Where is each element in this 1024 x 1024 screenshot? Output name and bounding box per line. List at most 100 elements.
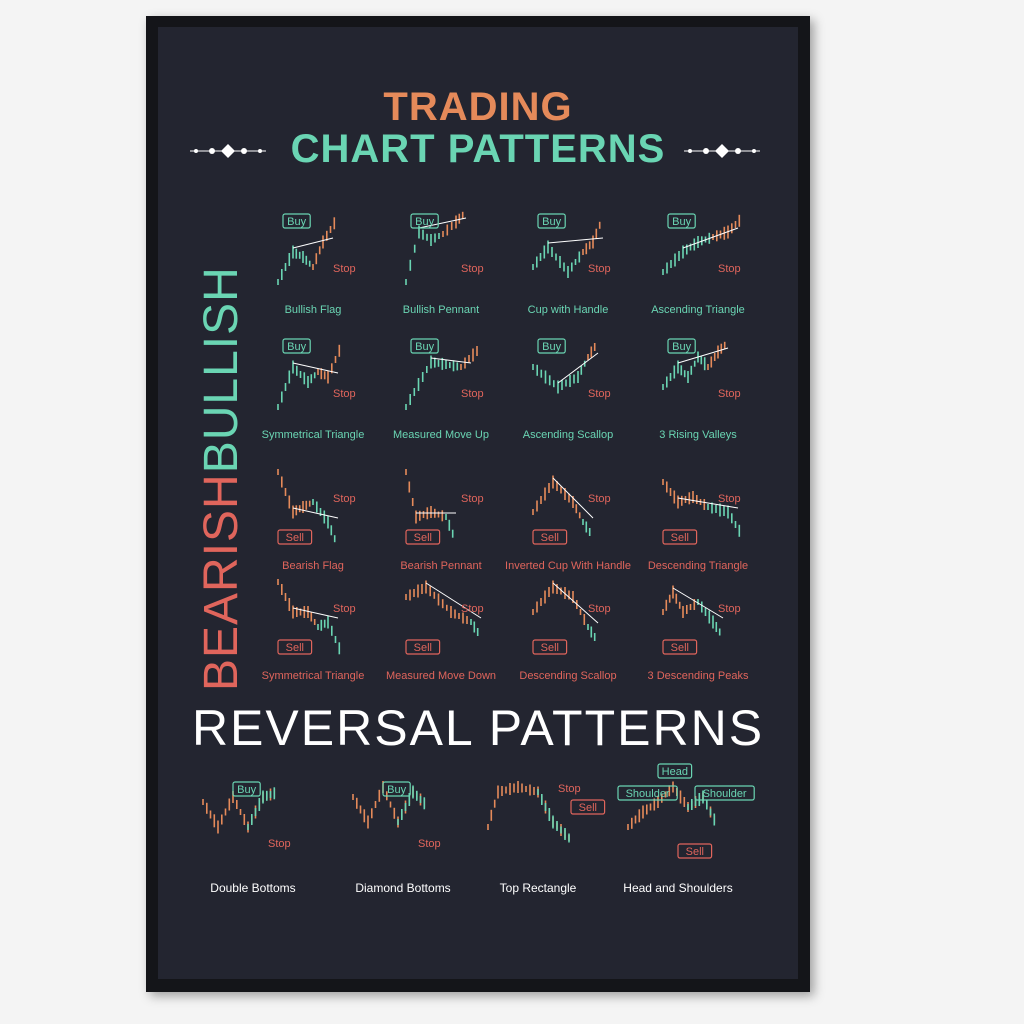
stop-tag: Stop [718,493,741,505]
svg-text:Buy: Buy [542,341,561,353]
buy-tag: Buy [232,781,261,797]
svg-text:Sell: Sell [286,642,304,654]
sell-tag: Sell [405,639,441,655]
svg-text:Sell: Sell [414,642,432,654]
pattern-label: Cup with Handle [527,304,609,316]
pattern-label: Measured Move Up [393,429,489,441]
pattern-label: Bearish Flag [282,560,344,572]
title-line-1: TRADING [383,85,573,129]
pattern-chart: Sell Stop [532,475,611,545]
pattern-chart: Sell Stop [662,479,741,545]
stop-tag: Stop [461,263,484,275]
pattern-label: Descending Triangle [647,560,749,572]
pattern-chart: Sell Stop [405,580,484,655]
svg-text:Shoulder: Shoulder [703,788,747,800]
stop-tag: Stop [588,603,611,615]
side-label-bullish: BULLISH [195,266,248,474]
stop-tag: Stop [461,388,484,400]
reversal-pattern-label: Top Rectangle [499,881,577,895]
head-tag: Head [657,763,693,779]
pattern-chart: Buy Stop [405,338,484,410]
stop-tag: Stop [718,603,741,615]
pattern-chart: Buy Stop [662,213,741,275]
side-label: BEARISHBULLISH [195,211,248,691]
pattern-chart: Buy Stop [532,213,611,278]
reversal-pattern-chart: Head Shoulder Shoulder Sell [617,763,755,859]
pattern-chart: Sell Stop [662,585,741,655]
pattern-chart: Buy Stop [532,338,611,400]
pattern-label: Bearish Pennant [400,560,482,572]
pattern-label: Ascending Triangle [651,304,745,316]
pattern-chart: Sell Stop [277,579,356,655]
buy-tag: Buy [382,781,411,797]
pattern-label: Symmetrical Triangle [261,670,365,682]
buy-tag: Buy [537,213,566,229]
svg-text:Sell: Sell [286,532,304,544]
sell-tag: Sell [277,529,313,545]
buy-tag: Buy [410,213,439,229]
buy-tag: Buy [667,338,696,354]
sell-tag: Sell [662,529,698,545]
svg-text:Sell: Sell [541,642,559,654]
svg-text:Shoulder: Shoulder [626,788,670,800]
pattern-chart: Buy Stop [662,338,741,400]
stop-tag: Stop [418,838,441,850]
svg-text:Buy: Buy [542,216,561,228]
svg-text:Sell: Sell [671,532,689,544]
sell-tag: Sell [570,799,606,815]
pattern-label: Bullish Flag [284,304,342,316]
sell-tag: Sell [677,843,713,859]
reversal-pattern-label: Double Bottoms [210,881,296,895]
sell-tag: Sell [277,639,313,655]
svg-text:Buy: Buy [387,784,406,796]
pattern-chart: Buy Stop [405,211,484,285]
svg-text:Buy: Buy [672,341,691,353]
buy-tag: Buy [282,213,311,229]
pattern-label: Ascending Scallop [522,429,614,441]
pattern-label: Symmetrical Triangle [261,429,365,441]
pattern-label: Bullish Pennant [402,304,480,316]
sell-tag: Sell [532,639,568,655]
stop-tag: Stop [333,388,356,400]
buy-tag: Buy [410,338,439,354]
sell-tag: Sell [662,639,698,655]
svg-text:Head: Head [662,766,688,778]
svg-text:Sell: Sell [686,846,704,858]
reversal-pattern-chart: Buy Stop [202,781,291,850]
svg-text:Sell: Sell [414,532,432,544]
stop-tag: Stop [718,263,741,275]
poster: TRADING CHART PATTERNS BEARISHBULLISH RE… [158,27,798,979]
stop-tag: Stop [268,838,291,850]
buy-tag: Buy [537,338,566,354]
pattern-chart: Buy Stop [277,213,356,285]
right-ornament [684,144,760,158]
svg-text:Buy: Buy [287,216,306,228]
stop-tag: Stop [718,388,741,400]
shoulder-tag: Shoulder [694,785,755,801]
stop-tag: Stop [461,603,484,615]
buy-tag: Buy [282,338,311,354]
reversal-pattern-label: Diamond Bottoms [355,881,451,895]
svg-text:Buy: Buy [672,216,691,228]
pattern-label: Measured Move Down [385,670,497,682]
stop-tag: Stop [588,263,611,275]
reversal-pattern-label: Head and Shoulders [623,881,733,895]
pattern-label: 3 Descending Peaks [647,670,749,682]
svg-text:Sell: Sell [541,532,559,544]
pattern-chart: Sell Stop [405,469,484,545]
reversal-heading: REVERSAL PATTERNS [191,700,765,756]
pattern-label: 3 Rising Valleys [659,429,737,441]
stop-tag: Stop [588,493,611,505]
sell-tag: Sell [532,529,568,545]
shoulder-tag: Shoulder [617,785,678,801]
svg-text:Sell: Sell [579,802,597,814]
svg-text:Buy: Buy [415,341,434,353]
pattern-label: Inverted Cup With Handle [505,560,631,572]
pattern-chart: Buy Stop [277,338,356,410]
svg-text:Buy: Buy [415,216,434,228]
svg-text:Buy: Buy [237,784,256,796]
reversal-pattern-chart: Sell Stop [487,781,606,843]
buy-tag: Buy [667,213,696,229]
svg-text:Sell: Sell [671,642,689,654]
stop-tag: Stop [333,493,356,505]
